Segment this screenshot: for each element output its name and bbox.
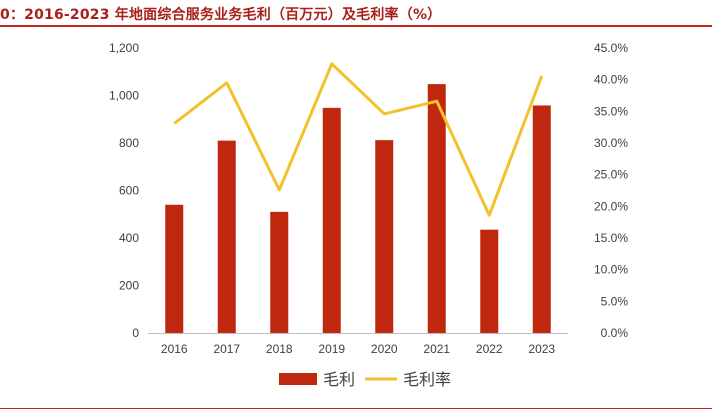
left-tick-label: 800 [119, 136, 139, 150]
right-axis-ticks: 0.0% 5.0% 10.0% 15.0% 20.0% 25.0% 30.0% 35.0% 40… [594, 41, 628, 340]
x-tick-label: 2018 [266, 342, 293, 356]
bar [322, 107, 341, 333]
title-rule [0, 25, 712, 27]
right-tick-label: 20.0% [594, 199, 628, 213]
chart-title: 0：2016-2023 年地面综合服务业务毛利（百万元）及毛利率（%） [0, 7, 442, 23]
left-tick-label: 1,200 [109, 41, 139, 55]
bar-series-gross-profit [165, 84, 551, 333]
right-tick-label: 5.0% [601, 294, 629, 308]
right-tick-label: 15.0% [594, 231, 628, 245]
bar [217, 140, 236, 333]
bar [532, 105, 551, 333]
left-axis-ticks: 0 200 400 600 800 1,000 1,200 [109, 41, 139, 340]
left-tick-label: 0 [132, 326, 139, 340]
x-tick-label: 2016 [161, 342, 188, 356]
x-axis-ticks: 2016 2017 2018 2019 2020 2021 2022 2023 [161, 342, 556, 356]
right-tick-label: 10.0% [594, 263, 628, 277]
bar [427, 84, 446, 333]
x-tick-label: 2017 [213, 342, 240, 356]
right-tick-label: 25.0% [594, 168, 628, 182]
bar [375, 140, 394, 333]
right-tick-label: 30.0% [594, 136, 628, 150]
left-tick-label: 200 [119, 279, 139, 293]
left-tick-label: 400 [119, 231, 139, 245]
right-tick-label: 0.0% [601, 326, 629, 340]
legend-label-gross-profit: 毛利 [323, 370, 355, 389]
legend: 毛利 毛利率 [279, 370, 451, 389]
x-tick-label: 2020 [371, 342, 398, 356]
bar [165, 204, 184, 333]
x-tick-label: 2019 [318, 342, 345, 356]
bottom-rule [0, 408, 712, 409]
right-tick-label: 35.0% [594, 104, 628, 118]
left-tick-label: 600 [119, 184, 139, 198]
right-tick-label: 45.0% [594, 41, 628, 55]
left-tick-label: 1,000 [109, 89, 139, 103]
bar [270, 211, 289, 333]
legend-swatch-gross-profit [279, 373, 317, 385]
line-series-gross-margin [173, 62, 544, 217]
legend-label-gross-margin: 毛利率 [403, 370, 451, 389]
bar [480, 229, 499, 333]
x-tick-label: 2021 [423, 342, 450, 356]
right-tick-label: 40.0% [594, 73, 628, 87]
x-tick-label: 2022 [476, 342, 503, 356]
x-tick-label: 2023 [528, 342, 555, 356]
